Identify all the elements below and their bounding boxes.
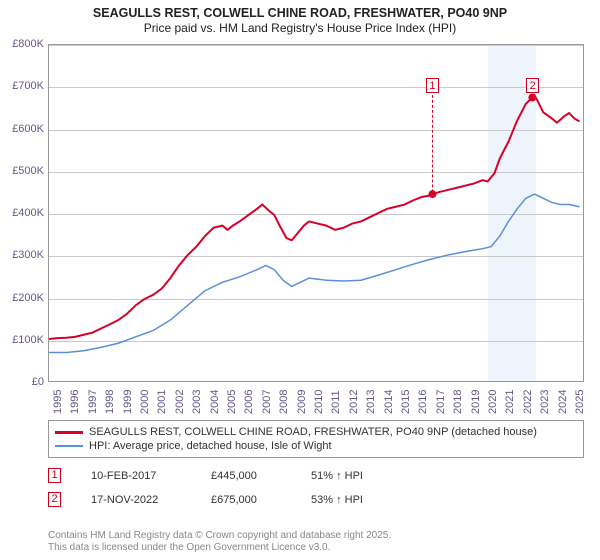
legend: SEAGULLS REST, COLWELL CHINE ROAD, FRESH… [48, 420, 584, 458]
x-axis-label: 2015 [400, 390, 412, 414]
legend-swatch [55, 445, 83, 447]
x-axis-label: 2002 [174, 390, 186, 414]
title-address: SEAGULLS REST, COLWELL CHINE ROAD, FRESH… [0, 6, 600, 20]
y-axis-label: £400K [4, 207, 44, 219]
y-axis-label: £0 [4, 376, 44, 388]
x-axis-label: 2024 [557, 390, 569, 414]
x-axis-label: 2021 [504, 390, 516, 414]
x-axis-label: 2009 [296, 390, 308, 414]
footer-attribution: Contains HM Land Registry data © Crown c… [48, 530, 391, 554]
x-axis-label: 2001 [156, 390, 168, 414]
y-axis-label: £100K [4, 334, 44, 346]
footer-line: Contains HM Land Registry data © Crown c… [48, 530, 391, 542]
x-axis-label: 2018 [452, 390, 464, 414]
x-axis-label: 2007 [261, 390, 273, 414]
x-axis-label: 2025 [574, 390, 586, 414]
x-axis-label: 2005 [226, 390, 238, 414]
y-axis-label: £700K [4, 80, 44, 92]
plot-area [48, 44, 584, 382]
x-axis-label: 2011 [330, 390, 342, 414]
sale-row: 2 17-NOV-2022 £675,000 53% ↑ HPI [48, 492, 411, 507]
sale-price: £445,000 [211, 470, 311, 482]
footer-line: This data is licensed under the Open Gov… [48, 542, 391, 554]
x-axis-label: 2000 [139, 390, 151, 414]
sale-date: 17-NOV-2022 [91, 494, 211, 506]
title-block: SEAGULLS REST, COLWELL CHINE ROAD, FRESH… [0, 0, 600, 37]
y-axis-label: £500K [4, 165, 44, 177]
y-axis-label: £300K [4, 249, 44, 261]
y-axis-label: £800K [4, 38, 44, 50]
x-axis-label: 1998 [104, 390, 116, 414]
x-axis-label: 2017 [435, 390, 447, 414]
x-axis-label: 2004 [209, 390, 221, 414]
x-axis-label: 2008 [278, 390, 290, 414]
sale-price: £675,000 [211, 494, 311, 506]
callout-marker: 1 [426, 78, 439, 93]
x-axis-label: 2006 [243, 390, 255, 414]
x-axis-label: 2020 [487, 390, 499, 414]
sale-marker-icon: 2 [48, 492, 61, 507]
x-axis-label: 1997 [87, 390, 99, 414]
legend-swatch [55, 431, 83, 434]
sale-row: 1 10-FEB-2017 £445,000 51% ↑ HPI [48, 468, 411, 483]
line-chart-svg [49, 45, 583, 381]
sale-marker-icon: 1 [48, 468, 61, 483]
x-axis-label: 2003 [191, 390, 203, 414]
callout-marker: 2 [526, 78, 539, 93]
sale-point-dot [429, 190, 437, 198]
x-axis-label: 2012 [348, 390, 360, 414]
x-axis-label: 1999 [122, 390, 134, 414]
x-axis-label: 2016 [417, 390, 429, 414]
legend-item: HPI: Average price, detached house, Isle… [55, 439, 577, 453]
x-axis-label: 1996 [69, 390, 81, 414]
y-axis-label: £200K [4, 292, 44, 304]
chart-container: SEAGULLS REST, COLWELL CHINE ROAD, FRESH… [0, 0, 600, 560]
sale-date: 10-FEB-2017 [91, 470, 211, 482]
series-price_paid [49, 95, 580, 339]
x-axis-label: 2023 [539, 390, 551, 414]
legend-label: HPI: Average price, detached house, Isle… [89, 440, 332, 452]
x-axis-label: 2013 [365, 390, 377, 414]
sale-hpi-delta: 53% ↑ HPI [311, 494, 411, 506]
series-hpi [49, 194, 580, 352]
x-axis-label: 2010 [313, 390, 325, 414]
sale-point-dot [528, 94, 536, 102]
x-axis-label: 2014 [383, 390, 395, 414]
legend-item: SEAGULLS REST, COLWELL CHINE ROAD, FRESH… [55, 425, 577, 439]
x-axis-label: 1995 [52, 390, 64, 414]
title-subtitle: Price paid vs. HM Land Registry's House … [0, 21, 600, 35]
x-axis-label: 2022 [522, 390, 534, 414]
y-axis-label: £600K [4, 123, 44, 135]
sale-hpi-delta: 51% ↑ HPI [311, 470, 411, 482]
legend-label: SEAGULLS REST, COLWELL CHINE ROAD, FRESH… [89, 426, 537, 438]
x-axis-label: 2019 [470, 390, 482, 414]
